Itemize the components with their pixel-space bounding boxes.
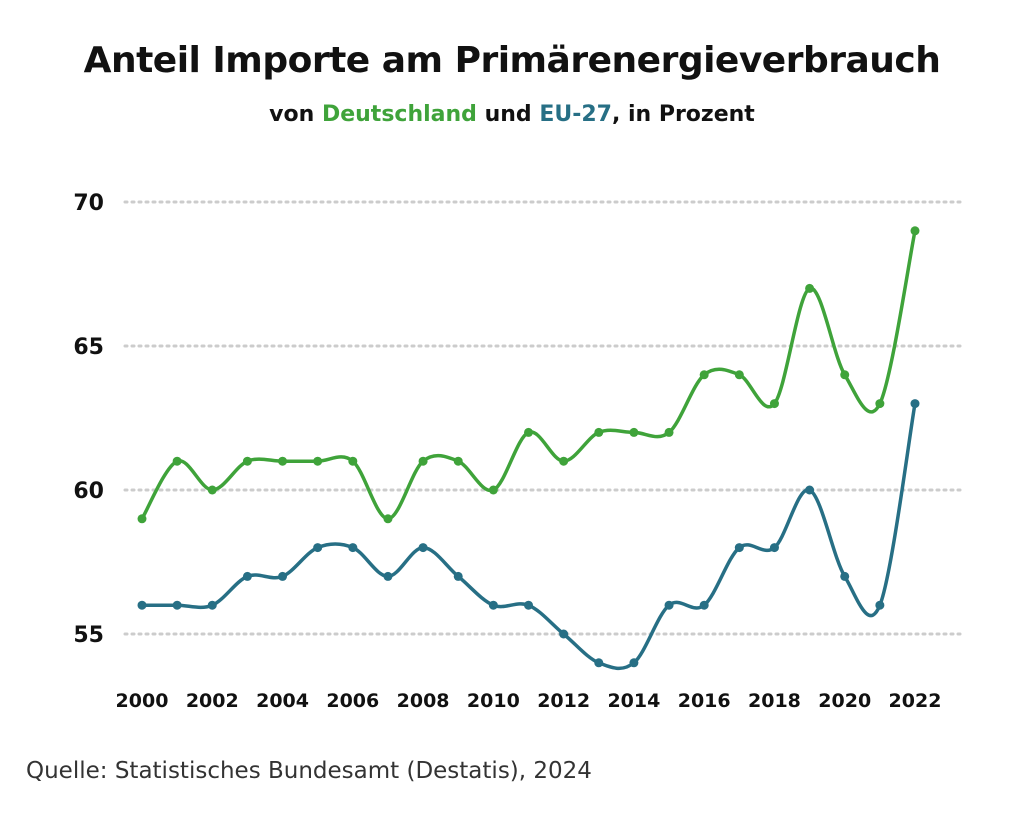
chart-title: Anteil Importe am Primärenergieverbrauch: [83, 40, 941, 81]
source-note: Quelle: Statistisches Bundesamt (Destati…: [26, 758, 592, 784]
data-point: [313, 456, 323, 466]
y-tick-label: 55: [73, 623, 104, 648]
legend-deutschland: Deutschland: [321, 102, 477, 127]
data-point: [313, 543, 323, 553]
y-tick-label: 70: [73, 191, 104, 216]
data-point: [137, 600, 147, 610]
data-point: [910, 399, 920, 409]
data-point: [664, 600, 674, 610]
subtitle-prefix: von: [269, 102, 322, 127]
data-point: [699, 600, 709, 610]
legend-eu27: EU-27: [539, 102, 612, 127]
x-tick-label: 2008: [397, 690, 450, 712]
data-point: [172, 456, 182, 466]
data-point: [805, 283, 815, 293]
data-point: [524, 600, 533, 610]
data-point: [734, 543, 744, 553]
data-point: [734, 370, 744, 380]
x-tick-label: 2006: [326, 690, 379, 712]
data-point: [278, 571, 288, 581]
x-tick-label: 2022: [889, 690, 942, 712]
x-tick-label: 2012: [537, 690, 590, 712]
data-point: [594, 658, 604, 668]
data-point: [559, 456, 569, 466]
data-point: [875, 600, 885, 610]
data-point: [629, 427, 639, 437]
data-point: [242, 456, 252, 466]
data-point: [172, 600, 182, 610]
series-line-eu-27: [142, 403, 917, 671]
subtitle-suffix: , in Prozent: [611, 102, 755, 127]
data-point: [207, 485, 217, 495]
chart-subtitle: von Deutschland und EU-27, in Prozent: [0, 102, 1024, 127]
data-point: [629, 658, 639, 668]
x-tick-label: 2004: [256, 690, 309, 712]
data-point: [769, 543, 779, 553]
x-tick-label: 2002: [186, 690, 239, 712]
data-point: [594, 427, 604, 437]
data-point: [242, 571, 252, 581]
data-point: [664, 427, 674, 437]
data-point: [137, 514, 147, 524]
y-tick-label: 65: [73, 335, 104, 360]
data-point: [769, 399, 779, 409]
data-point: [875, 399, 885, 409]
x-tick-label: 2014: [607, 690, 660, 712]
data-point: [418, 456, 428, 466]
data-point: [840, 571, 850, 581]
data-point: [348, 456, 358, 466]
data-point: [383, 571, 393, 581]
x-tick-label: 2018: [748, 690, 801, 712]
data-point: [840, 370, 850, 380]
data-point: [453, 456, 463, 466]
data-point: [559, 629, 569, 639]
data-point: [699, 370, 709, 380]
data-point: [910, 226, 920, 236]
data-point: [805, 485, 815, 495]
data-point: [383, 514, 393, 524]
data-point: [488, 485, 498, 495]
y-tick-label: 60: [73, 479, 104, 504]
series-line-deutschland: [140, 230, 917, 521]
x-tick-label: 2000: [116, 690, 169, 712]
x-tick-label: 2020: [818, 690, 871, 712]
subtitle-middle: und: [476, 102, 540, 127]
data-point: [488, 600, 498, 610]
data-point: [524, 427, 533, 437]
x-tick-label: 2016: [678, 690, 731, 712]
data-point: [278, 456, 288, 466]
data-point: [207, 600, 217, 610]
x-tick-label: 2010: [467, 690, 520, 712]
data-point: [453, 571, 463, 581]
data-point: [348, 543, 358, 553]
data-point: [418, 543, 428, 553]
